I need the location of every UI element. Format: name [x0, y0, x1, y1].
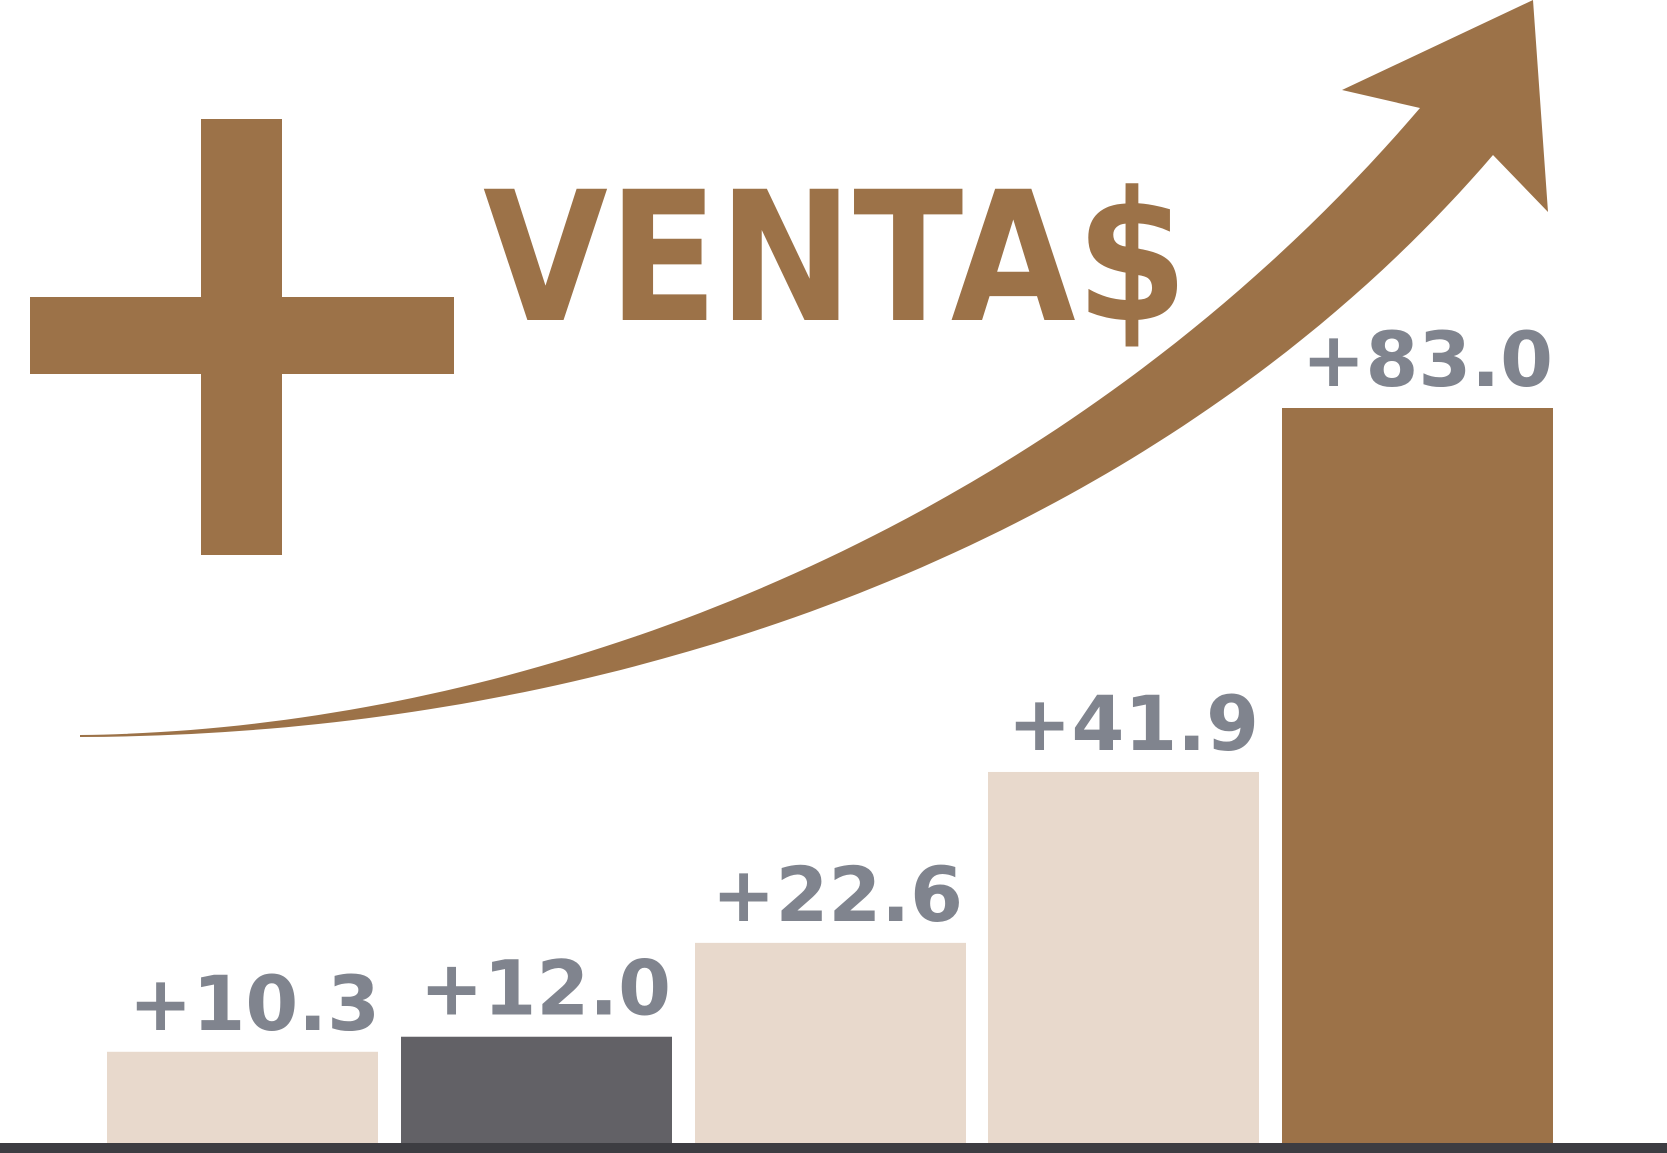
- baseline: [0, 1143, 1667, 1153]
- bar-1: [107, 1051, 378, 1143]
- bar-value-label-3: +22.6: [712, 850, 963, 939]
- bar-value-label-2: +12.0: [420, 944, 671, 1033]
- bars-group: [107, 408, 1553, 1143]
- bar-3: [695, 942, 966, 1143]
- bar-value-label-4: +41.9: [1008, 679, 1259, 768]
- bar-4: [988, 771, 1259, 1143]
- trend-arrow-icon: [80, 0, 1548, 737]
- plus-icon-horizontal-bar: [30, 297, 454, 374]
- value-labels-group: +10.3 +12.0 +22.6 +41.9 +83.0: [129, 315, 1553, 1048]
- bar-2: [401, 1036, 672, 1143]
- bar-value-label-1: +10.3: [129, 959, 380, 1048]
- plus-icon: [30, 119, 454, 555]
- chart-title: VENTA$: [483, 154, 1188, 363]
- bar-5: [1282, 408, 1553, 1143]
- bar-value-label-5: +83.0: [1302, 315, 1553, 404]
